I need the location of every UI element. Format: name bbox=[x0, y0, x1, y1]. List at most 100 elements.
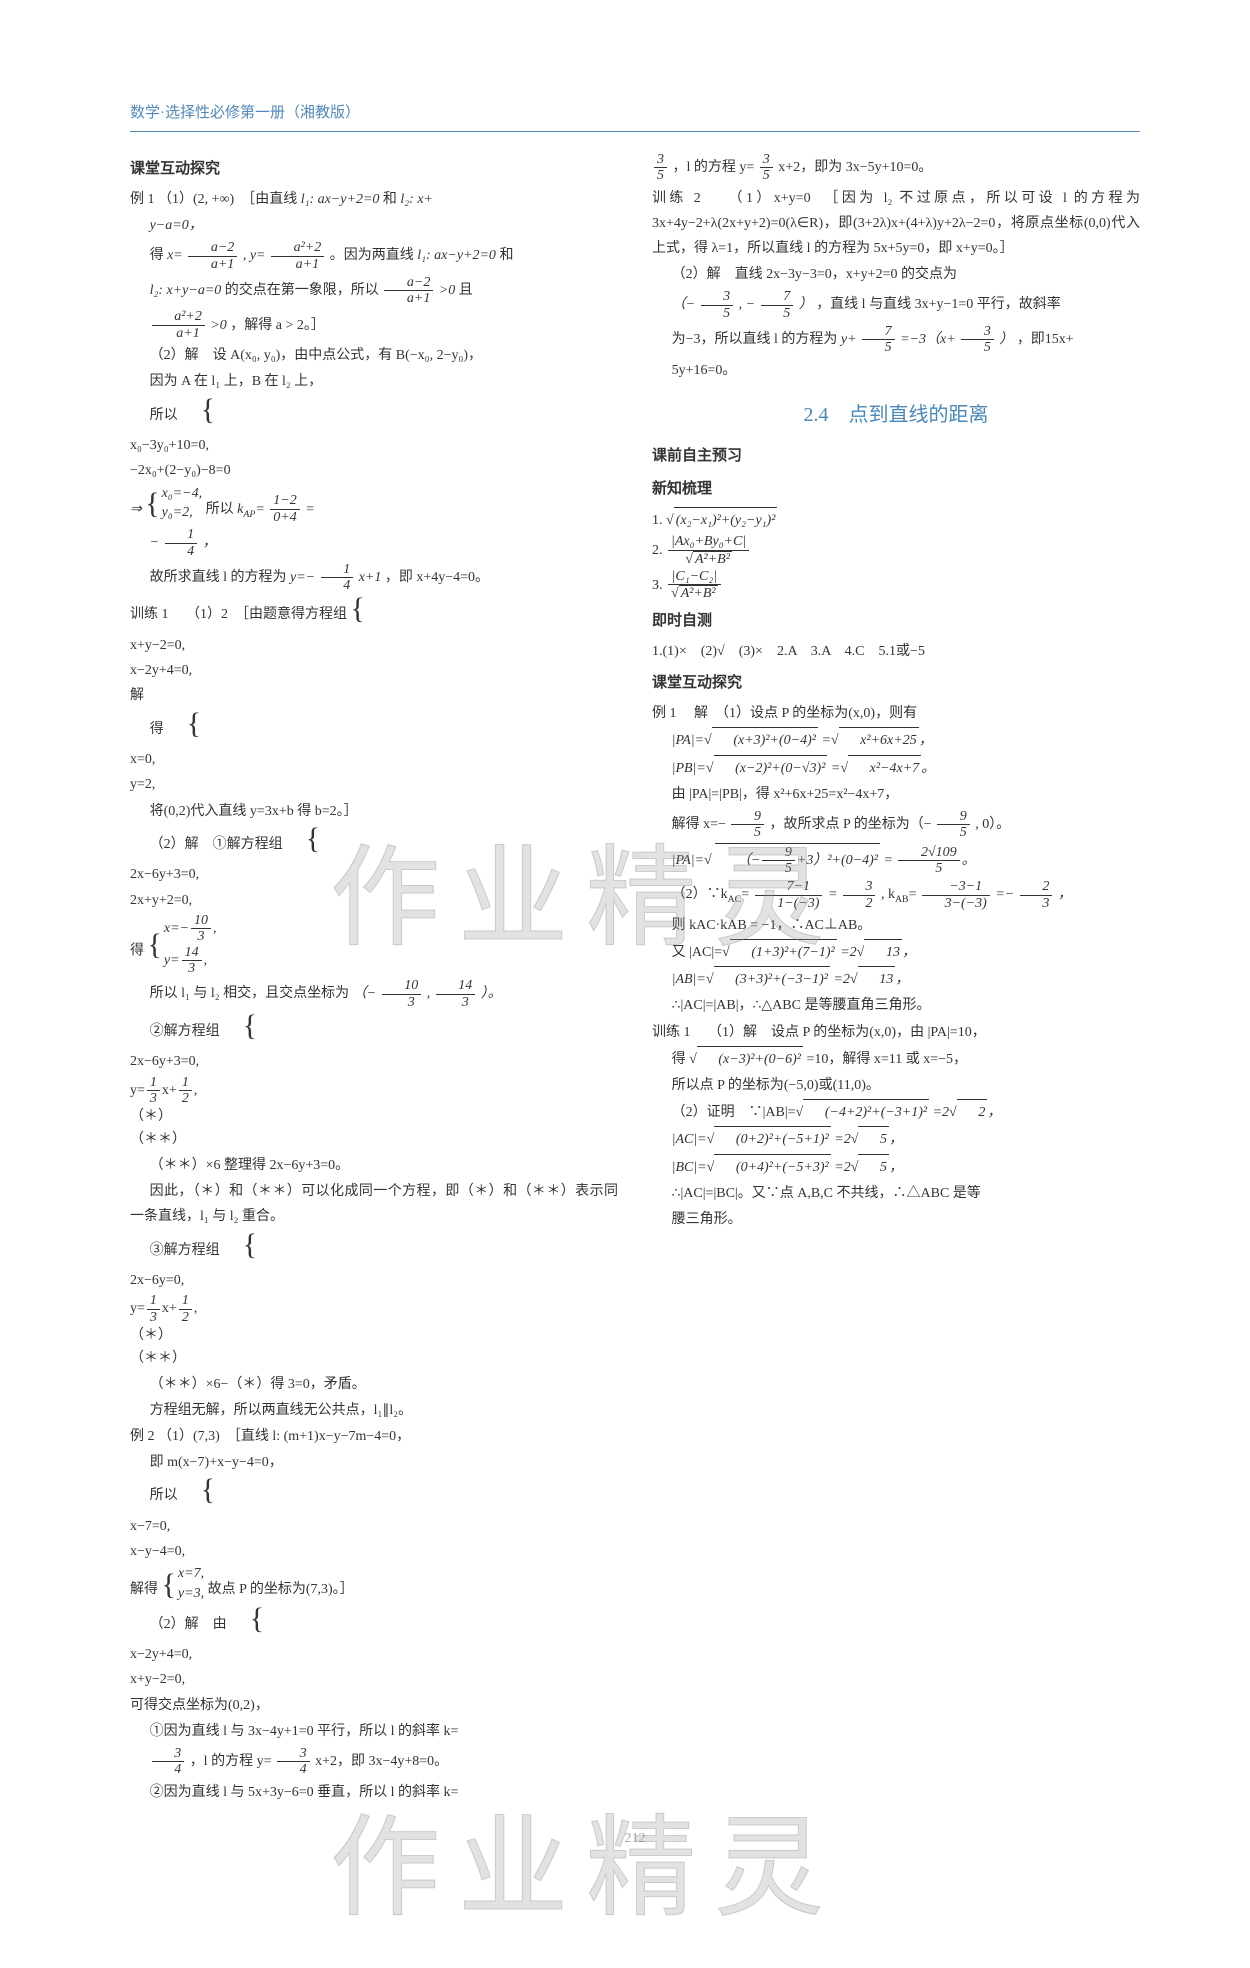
paragraph: |AC|=√(0+2)²+(−5+1)² =2√5， bbox=[652, 1126, 1140, 1152]
equation-system: { bbox=[181, 1476, 217, 1503]
math: ） bbox=[799, 297, 813, 312]
paragraph: 所以 l₁ 与 l₂ 相交，且交点坐标为 （− 103 , 143 ）。 bbox=[130, 977, 618, 1011]
paragraph: 因为 A 在 l₁ 上，B 在 l₂ 上， bbox=[130, 369, 618, 394]
math: =−3（x+ bbox=[900, 332, 956, 347]
fraction: |C₁−C₂|√A²+B² bbox=[668, 569, 721, 602]
fraction: 35 bbox=[961, 324, 994, 356]
paragraph: 为−3，所以直线 l 的方程为 y+ 75 =−3（x+ 35 ） ，即15x+ bbox=[652, 323, 1140, 357]
math: 2 bbox=[957, 1099, 988, 1125]
text: 得 bbox=[130, 943, 144, 958]
math: x²−4x+7 bbox=[848, 755, 921, 781]
fraction: a²+2a+1 bbox=[271, 240, 324, 272]
section-heading: 课堂互动探究 bbox=[652, 670, 1140, 697]
fraction: a−2a+1 bbox=[384, 275, 433, 307]
math: （− bbox=[672, 297, 695, 312]
text: 又 |AC|=√ bbox=[672, 945, 730, 960]
math: |PB|=√ bbox=[672, 761, 714, 776]
fraction: 7−11−(−3) bbox=[755, 879, 823, 911]
math: (1+3)²+(7−1)² bbox=[730, 939, 837, 965]
text: ②解方程组 bbox=[150, 1024, 220, 1039]
text: 故点 P 的坐标为(7,3)。］ bbox=[208, 1583, 354, 1598]
fraction: |Ax₀+By₀+C|√A²+B² bbox=[668, 534, 749, 567]
example-label: 例 1 bbox=[652, 706, 677, 721]
equation-system: { x=7,y=3, bbox=[162, 1564, 205, 1603]
fraction: 75 bbox=[761, 289, 794, 321]
text: 所以 bbox=[206, 502, 234, 517]
paragraph: 得 { bbox=[130, 710, 618, 747]
math: , − bbox=[739, 297, 755, 312]
text: （＊） bbox=[130, 1328, 172, 1343]
math: 13 bbox=[864, 939, 902, 965]
equation-system: { bbox=[286, 825, 322, 852]
fraction: 143 bbox=[436, 978, 476, 1010]
paragraph: 训练 2 （1）x+y=0 ［因为 l₂ 不过原点，所以可设 l 的方程为 3x… bbox=[652, 186, 1140, 262]
text: 得 bbox=[150, 722, 164, 737]
paragraph: ②解方程组 { bbox=[130, 1012, 618, 1049]
text: ，故所求点 P 的坐标为（− bbox=[769, 817, 931, 832]
math: 5 bbox=[858, 1126, 889, 1152]
paragraph: 腰三角形。 bbox=[652, 1207, 1140, 1232]
math: √ bbox=[666, 513, 674, 528]
equation-system: { bbox=[230, 1605, 266, 1632]
text: 1. bbox=[652, 513, 663, 528]
fraction: a−2a+1 bbox=[188, 240, 237, 272]
math: x+1 bbox=[359, 570, 382, 585]
text: , 0）。 bbox=[975, 817, 1010, 832]
section-heading: 课前自主预习 bbox=[652, 443, 1140, 470]
math: l₂: x+y−a=0 bbox=[150, 283, 225, 298]
math: y−a=0， bbox=[150, 218, 203, 233]
math: ）。 bbox=[481, 986, 502, 1001]
math: =√ bbox=[831, 761, 848, 776]
fraction: 35 bbox=[701, 289, 734, 321]
paragraph: ②因为直线 l 与 5x+3y−6=0 垂直，所以 l 的斜率 k= bbox=[130, 1780, 618, 1805]
example-label: 训练 2 bbox=[652, 191, 701, 206]
example-label: 训练 1 bbox=[652, 1025, 691, 1040]
paragraph: ∴|AC|=|BC|。又∵点 A,B,C 不共线，∴△ABC 是等 bbox=[652, 1181, 1140, 1206]
math: x²+6x+25 bbox=[839, 727, 919, 753]
section-heading: 即时自测 bbox=[652, 608, 1140, 635]
paragraph: |PB|=√(x−2)²+(0−√3)² =√x²−4x+7。 bbox=[652, 755, 1140, 781]
math: 5 bbox=[858, 1154, 889, 1180]
paragraph: 因此，（＊）和（＊＊）可以化成同一个方程，即（＊）和（＊＊）表示同一条直线，l₁… bbox=[130, 1179, 618, 1229]
fraction: 75 bbox=[862, 324, 895, 356]
equation-system: { x=−103, y=143, bbox=[148, 913, 217, 977]
text: （＊＊） bbox=[130, 1351, 186, 1366]
left-column: 课堂互动探究 例 1 （1）(2, +∞) ［由直线 l₁: ax−y+2=0 … bbox=[130, 150, 618, 1806]
math: =2√ bbox=[834, 1132, 858, 1147]
paragraph: 故所求直线 l 的方程为 y=− 14 x+1 ，即 x+4y−4=0。 bbox=[130, 561, 618, 595]
section-heading: 新知梳理 bbox=[652, 476, 1140, 503]
paragraph: |AB|=√(3+3)²+(−3−1)² =2√13， bbox=[652, 966, 1140, 992]
math: (−4+2)²+(−3+1)² bbox=[803, 1099, 929, 1125]
text: （2）解 由 bbox=[150, 1617, 227, 1632]
paragraph: ③解方程组 { bbox=[130, 1231, 618, 1268]
paragraph: 将(0,2)代入直线 y=3x+b 得 b=2。］ bbox=[130, 799, 618, 824]
math: |AC|=√ bbox=[672, 1132, 715, 1147]
text: （2）∵kAC= bbox=[672, 887, 750, 902]
text: 得 √ bbox=[672, 1052, 697, 1067]
example-label: 训练 1 bbox=[130, 607, 169, 622]
text: （＊＊） bbox=[130, 1132, 186, 1147]
math: |AB|=√ bbox=[672, 972, 714, 987]
chapter-title: 2.4 点到直线的距离 bbox=[652, 397, 1140, 433]
example-label: 例 1 bbox=[130, 192, 155, 207]
text: （1）2 ［由题意得方程组 bbox=[186, 607, 347, 622]
math: |PA|=√ bbox=[672, 733, 712, 748]
paragraph: 例 2 （1）(7,3) ［直线 l: (m+1)x−y−7m−4=0， bbox=[130, 1424, 618, 1449]
math: = bbox=[305, 502, 314, 517]
math: l₂: x+ bbox=[400, 192, 433, 207]
fraction: 14 bbox=[165, 527, 198, 559]
text: x+2，即为 3x−5y+10=0。 bbox=[778, 160, 932, 175]
math: kAP= bbox=[237, 502, 265, 517]
paragraph: 3. |C₁−C₂|√A²+B² bbox=[652, 569, 1140, 603]
paragraph: 34 ，l 的方程 y= 34 x+2，即 3x−4y+8=0。 bbox=[130, 1745, 618, 1779]
paragraph: （＊＊）×6 整理得 2x−6y+3=0。 bbox=[130, 1153, 618, 1178]
math: ⇒ bbox=[130, 502, 145, 517]
text: ③解方程组 bbox=[150, 1243, 220, 1258]
math: (0+2)²+(−5+1)² bbox=[714, 1126, 830, 1152]
paragraph: （2）解 由 { bbox=[130, 1605, 618, 1642]
paragraph: 训练 1 （1）2 ［由题意得方程组 { bbox=[130, 595, 618, 632]
paragraph: 则 kAC·kAB = −1，∴AC⊥AB。 bbox=[652, 913, 1140, 938]
text: 可得交点坐标为(0,2)， bbox=[130, 1698, 269, 1713]
math: =2√ bbox=[933, 1105, 957, 1120]
text: 和 bbox=[383, 192, 397, 207]
